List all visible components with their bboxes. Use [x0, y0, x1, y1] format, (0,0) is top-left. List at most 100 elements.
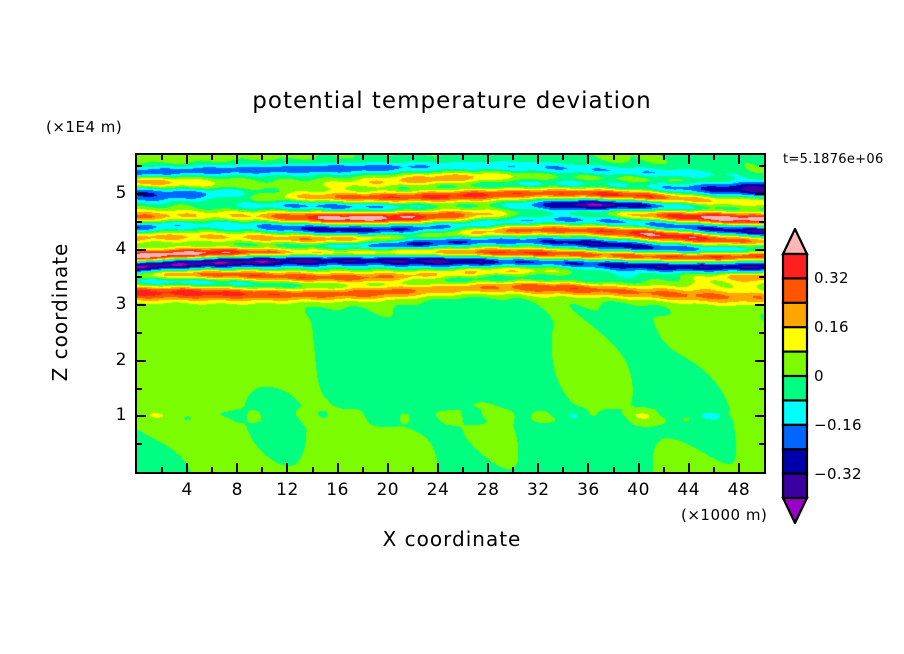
- axis-tick: [312, 467, 314, 472]
- colorbar-tick-label: −0.16: [814, 415, 862, 434]
- colorbar-tick-label: 0: [814, 367, 824, 385]
- x-tick-label: 44: [677, 480, 701, 500]
- axis-tick: [137, 249, 146, 251]
- axis-tick: [562, 467, 564, 472]
- axis-tick: [487, 463, 489, 472]
- axis-tick: [587, 155, 589, 164]
- colorbar-band: [781, 277, 809, 305]
- colorbar-extend-top: [781, 228, 809, 256]
- x-tick-label: 40: [627, 480, 650, 500]
- axis-tick: [286, 155, 288, 164]
- axis-tick: [362, 155, 364, 160]
- x-tick-label: 36: [577, 480, 600, 500]
- axis-tick: [688, 155, 690, 164]
- colorbar-band: [781, 423, 809, 451]
- axis-tick: [362, 467, 364, 472]
- colorbar-band: [781, 472, 809, 500]
- colorbar-band: [781, 326, 809, 354]
- time-stamp-annotation: t=5.1876e+06: [783, 152, 884, 167]
- colorbar-band: [781, 350, 809, 378]
- axis-tick: [137, 193, 146, 195]
- x-tick-label: 20: [376, 480, 400, 500]
- axis-tick: [537, 463, 539, 472]
- axis-tick: [137, 165, 142, 167]
- x-tick-label: 28: [476, 480, 500, 500]
- y-tick-label: 5: [115, 182, 127, 203]
- colorbar-band: [781, 399, 809, 427]
- axis-tick: [713, 467, 715, 472]
- axis-tick: [638, 463, 640, 472]
- axis-tick: [738, 463, 740, 472]
- axis-tick: [512, 467, 514, 472]
- axis-tick: [387, 463, 389, 472]
- axis-tick: [688, 463, 690, 472]
- y-tick-label: 3: [115, 294, 127, 315]
- colorbar-tick-label: 0.32: [814, 269, 849, 288]
- axis-tick: [537, 155, 539, 164]
- contour-field: [137, 155, 764, 472]
- axis-tick: [755, 249, 764, 251]
- x-tick-label: 8: [231, 480, 243, 500]
- axis-tick: [487, 155, 489, 164]
- axis-tick: [462, 467, 464, 472]
- colorbar-band: [781, 448, 809, 476]
- x-tick-label: 12: [276, 480, 299, 500]
- axis-tick: [286, 463, 288, 472]
- axis-tick: [437, 155, 439, 164]
- axis-tick: [663, 155, 665, 160]
- axis-tick: [312, 155, 314, 160]
- x-axis-unit-label: (×1000 m): [681, 506, 768, 524]
- axis-tick: [462, 155, 464, 160]
- plot-area: [135, 153, 766, 474]
- axis-tick: [161, 467, 163, 472]
- colorbar-tick-label: 0.16: [814, 318, 849, 337]
- axis-tick: [759, 388, 764, 390]
- colorbar: [780, 228, 810, 524]
- axis-tick: [337, 463, 339, 472]
- axis-tick: [562, 155, 564, 160]
- x-tick-label: 16: [326, 480, 349, 500]
- axis-tick: [663, 467, 665, 472]
- x-tick-label: 48: [727, 480, 751, 500]
- x-tick-label: 32: [526, 480, 550, 500]
- axis-tick: [387, 155, 389, 164]
- y-tick-label: 1: [115, 405, 127, 426]
- axis-tick: [759, 332, 764, 334]
- y-axis-title: Z coordinate: [48, 242, 72, 382]
- axis-tick: [512, 155, 514, 160]
- axis-tick: [738, 155, 740, 164]
- axis-tick: [759, 443, 764, 445]
- axis-tick: [412, 467, 414, 472]
- axis-tick: [261, 467, 263, 472]
- colorbar-extend-bottom: [781, 496, 809, 524]
- axis-tick: [437, 463, 439, 472]
- axis-tick: [759, 165, 764, 167]
- axis-tick: [137, 304, 146, 306]
- axis-tick: [236, 463, 238, 472]
- y-axis-unit-label: (×1E4 m): [46, 118, 123, 136]
- axis-tick: [337, 155, 339, 164]
- colorbar-band: [781, 252, 809, 280]
- axis-tick: [137, 332, 142, 334]
- axis-tick: [211, 467, 213, 472]
- y-tick-label: 4: [115, 238, 127, 259]
- axis-tick: [412, 155, 414, 160]
- axis-tick: [186, 155, 188, 164]
- colorbar-band: [781, 374, 809, 402]
- axis-tick: [755, 193, 764, 195]
- axis-tick: [137, 360, 146, 362]
- axis-tick: [755, 415, 764, 417]
- y-tick-label: 2: [115, 349, 127, 370]
- axis-tick: [759, 221, 764, 223]
- axis-tick: [587, 463, 589, 472]
- colorbar-tick-label: −0.32: [814, 464, 862, 483]
- axis-tick: [236, 155, 238, 164]
- axis-tick: [613, 155, 615, 160]
- axis-tick: [211, 155, 213, 160]
- axis-tick: [137, 443, 142, 445]
- axis-tick: [759, 276, 764, 278]
- page-title: potential temperature deviation: [252, 88, 652, 114]
- x-tick-label: 4: [181, 480, 193, 500]
- axis-tick: [186, 463, 188, 472]
